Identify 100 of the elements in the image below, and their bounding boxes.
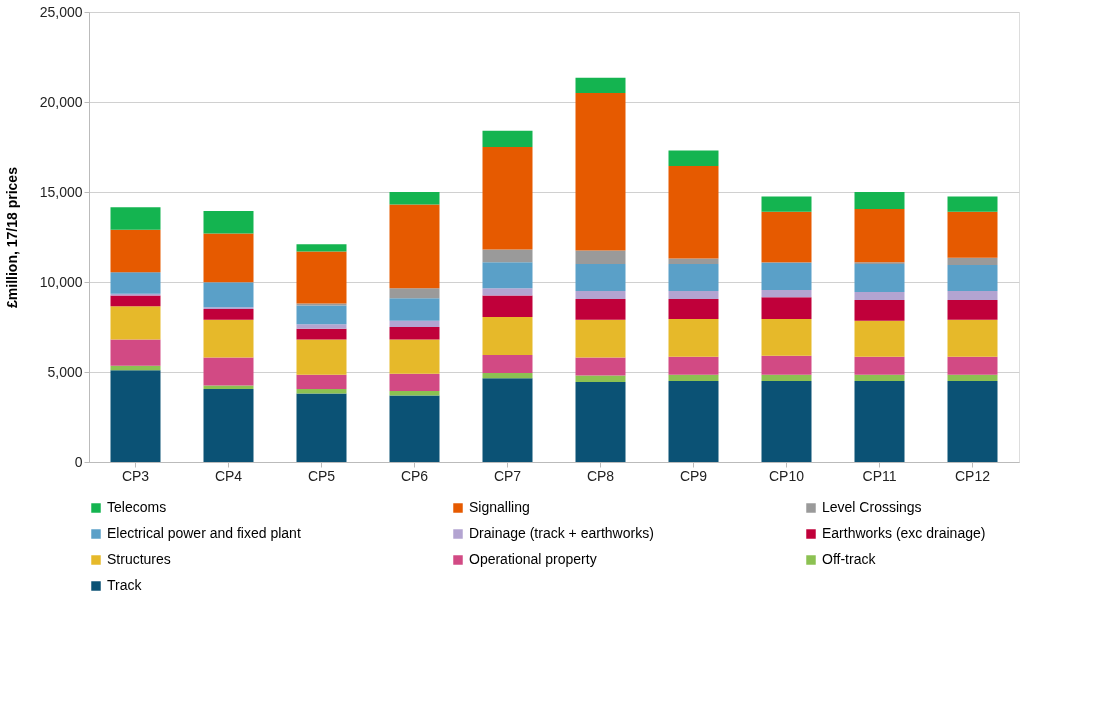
bar (296, 324, 347, 329)
bar (947, 196, 998, 212)
bar (482, 354, 533, 373)
bar (389, 204, 440, 289)
bar (482, 249, 533, 263)
y-axis-title: £million, 17/18 prices (3, 166, 20, 308)
bar (947, 319, 998, 357)
bar (668, 374, 719, 381)
bar (668, 356, 719, 375)
x-tick-label: CP6 (400, 467, 429, 484)
x-tick-label: CP3 (121, 467, 150, 484)
legend-label: Telecoms (107, 499, 167, 515)
bar (203, 389, 254, 462)
bar (482, 295, 533, 318)
bar (389, 327, 440, 340)
bar (482, 288, 533, 296)
bar (947, 374, 998, 381)
bar (668, 318, 719, 357)
bar (947, 291, 998, 300)
legend-label: Operational property (469, 551, 597, 567)
bar (296, 339, 347, 375)
bar (575, 375, 626, 382)
legend-label: Structures (107, 551, 171, 567)
bar (482, 317, 533, 355)
y-tick-label: 10,000 (39, 273, 83, 290)
bar (668, 264, 719, 291)
bar (482, 130, 533, 147)
y-tick-label: 20,000 (39, 93, 83, 110)
bar (947, 300, 998, 320)
legend-label: Earthworks (exc drainage) (822, 525, 986, 541)
bar (947, 356, 998, 375)
bar (668, 150, 719, 166)
bar (575, 357, 626, 376)
x-tick-label: CP8 (586, 467, 615, 484)
bar (947, 381, 998, 462)
bar (110, 306, 161, 340)
bar (482, 372, 533, 379)
bar (389, 339, 440, 374)
legend-label: Level Crossings (822, 499, 922, 515)
bar (947, 211, 998, 258)
bar (203, 282, 254, 308)
bar (575, 77, 626, 93)
bar (110, 207, 161, 230)
bar (203, 319, 254, 358)
bar (575, 264, 626, 291)
bar (761, 196, 812, 212)
y-tick-label: 15,000 (39, 183, 83, 200)
bar (854, 264, 905, 292)
bar (668, 165, 719, 259)
y-tick-label: 0 (74, 453, 83, 470)
bar (575, 291, 626, 300)
legend-label: Electrical power and fixed plant (107, 525, 301, 541)
bar (854, 320, 905, 357)
bar (575, 93, 626, 251)
bar (575, 299, 626, 320)
bar (575, 319, 626, 358)
bar (761, 263, 812, 291)
bar (203, 233, 254, 282)
bar (389, 373, 440, 391)
bar (110, 273, 161, 294)
y-tick-label: 5,000 (47, 363, 83, 380)
bar (296, 389, 347, 394)
bar (575, 381, 626, 462)
bar (203, 309, 254, 320)
x-tick-label: CP12 (954, 467, 991, 484)
bar (854, 381, 905, 462)
x-tick-label: CP7 (493, 467, 522, 484)
bar (296, 251, 347, 304)
legend-label: Signalling (469, 499, 530, 515)
bar (296, 244, 347, 252)
bar (296, 374, 347, 390)
bar (575, 250, 626, 264)
bar (854, 192, 905, 210)
bar (110, 370, 161, 462)
bar (761, 374, 812, 381)
bar (110, 295, 161, 307)
y-tick-label: 25,000 (39, 3, 83, 20)
bar (296, 305, 347, 325)
x-tick-label: CP11 (862, 467, 897, 484)
x-tick-label: CP5 (307, 467, 336, 484)
bar (110, 229, 161, 273)
x-tick-label: CP9 (679, 467, 708, 484)
legend-label: Drainage (track + earthworks) (469, 525, 654, 541)
bar (854, 209, 905, 263)
bar (389, 395, 440, 462)
bar (947, 257, 998, 265)
bar (854, 300, 905, 321)
bar (854, 356, 905, 375)
bar (761, 290, 812, 298)
legend-label: Track (107, 577, 143, 593)
legend-label: Off-track (822, 551, 877, 567)
bar (389, 192, 440, 205)
bar (761, 355, 812, 375)
bar (761, 211, 812, 263)
bar (668, 299, 719, 319)
bar (761, 318, 812, 356)
bar (482, 262, 533, 289)
bar (389, 298, 440, 321)
x-tick-label: CP10 (768, 467, 805, 484)
bar (947, 264, 998, 291)
